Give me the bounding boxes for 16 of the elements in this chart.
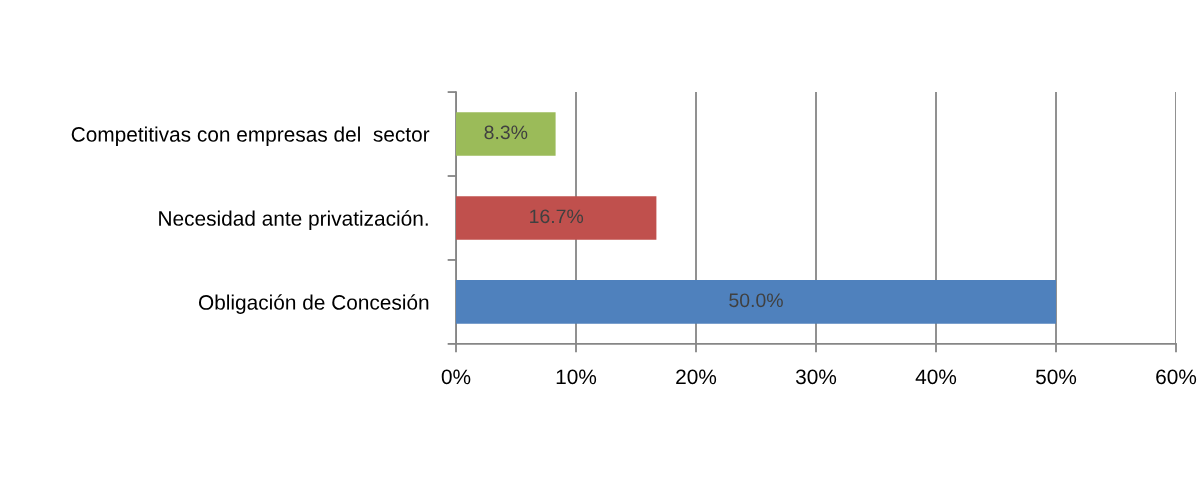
bar [456, 112, 556, 156]
x-tick-label: 50% [1035, 369, 1077, 385]
x-tick-label: 20% [676, 369, 717, 385]
x-tick-label: 60% [1156, 369, 1197, 385]
x-tick-label: 30% [795, 369, 837, 385]
data-label: 8.3% [484, 125, 528, 140]
y-tick-label: Necesidad ante privatización. [159, 210, 428, 230]
y-tick-label: Competitivas con empresas del sector [71, 126, 430, 146]
x-tick-label: 10% [556, 369, 597, 385]
data-label: 50.0% [729, 293, 783, 308]
x-tick-label: 40% [915, 369, 957, 385]
data-label: 16.7% [530, 209, 584, 224]
bar [456, 280, 1056, 324]
bar [456, 196, 657, 240]
x-tick-label: 0% [441, 369, 471, 385]
y-tick-label: Obligación de Concesión [198, 294, 429, 314]
